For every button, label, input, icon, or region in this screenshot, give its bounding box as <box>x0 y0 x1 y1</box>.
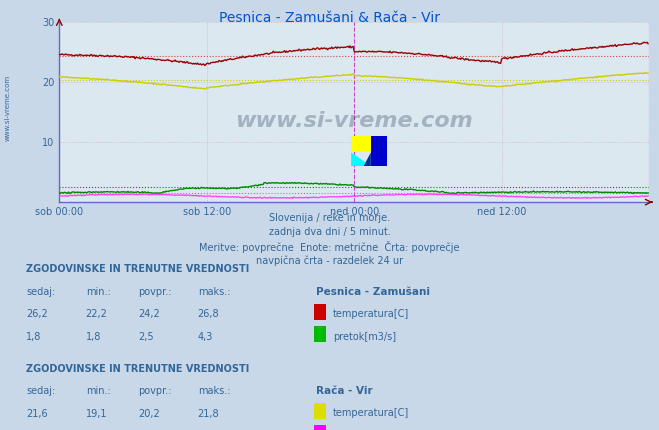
Text: pretok[m3/s]: pretok[m3/s] <box>333 332 396 341</box>
Text: ZGODOVINSKE IN TRENUTNE VREDNOSTI: ZGODOVINSKE IN TRENUTNE VREDNOSTI <box>26 264 250 274</box>
Polygon shape <box>364 153 371 166</box>
Text: povpr.:: povpr.: <box>138 287 172 297</box>
Text: Meritve: povprečne  Enote: metrične  Črta: povprečje: Meritve: povprečne Enote: metrične Črta:… <box>199 241 460 253</box>
Text: 24,2: 24,2 <box>138 309 160 319</box>
Text: temperatura[C]: temperatura[C] <box>333 408 409 418</box>
Text: Rača - Vir: Rača - Vir <box>316 386 373 396</box>
Text: 2,5: 2,5 <box>138 332 154 341</box>
Text: www.si-vreme.com: www.si-vreme.com <box>235 111 473 131</box>
Text: 26,8: 26,8 <box>198 309 219 319</box>
Text: Pesnica - Zamušani: Pesnica - Zamušani <box>316 287 430 297</box>
Text: povpr.:: povpr.: <box>138 386 172 396</box>
Text: 20,2: 20,2 <box>138 408 160 418</box>
Text: 21,6: 21,6 <box>26 408 48 418</box>
Text: Pesnica - Zamušani & Rača - Vir: Pesnica - Zamušani & Rača - Vir <box>219 11 440 25</box>
Text: sedaj:: sedaj: <box>26 287 55 297</box>
Text: temperatura[C]: temperatura[C] <box>333 309 409 319</box>
Text: 21,8: 21,8 <box>198 408 219 418</box>
Text: zadnja dva dni / 5 minut.: zadnja dva dni / 5 minut. <box>269 227 390 237</box>
Text: maks.:: maks.: <box>198 287 230 297</box>
Text: ZGODOVINSKE IN TRENUTNE VREDNOSTI: ZGODOVINSKE IN TRENUTNE VREDNOSTI <box>26 364 250 374</box>
Text: www.si-vreme.com: www.si-vreme.com <box>5 74 11 141</box>
Text: 22,2: 22,2 <box>86 309 107 319</box>
Bar <box>351 136 371 153</box>
Text: Slovenija / reke in morje.: Slovenija / reke in morje. <box>269 213 390 223</box>
Text: sedaj:: sedaj: <box>26 386 55 396</box>
Text: 19,1: 19,1 <box>86 408 107 418</box>
Text: navpična črta - razdelek 24 ur: navpična črta - razdelek 24 ur <box>256 255 403 266</box>
Text: min.:: min.: <box>86 287 111 297</box>
Text: 4,3: 4,3 <box>198 332 213 341</box>
Text: maks.:: maks.: <box>198 386 230 396</box>
Text: min.:: min.: <box>86 386 111 396</box>
Text: 1,8: 1,8 <box>86 332 101 341</box>
Polygon shape <box>351 153 371 166</box>
Bar <box>371 136 387 166</box>
Text: 26,2: 26,2 <box>26 309 48 319</box>
Text: 1,8: 1,8 <box>26 332 42 341</box>
